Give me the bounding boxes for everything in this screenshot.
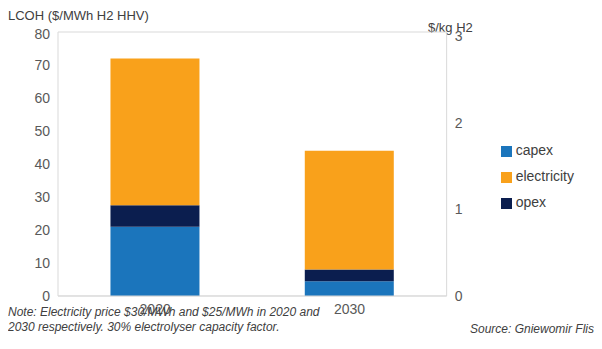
svg-text:70: 70 <box>34 57 50 73</box>
svg-text:0: 0 <box>42 288 50 304</box>
svg-text:3: 3 <box>455 28 463 44</box>
svg-text:10: 10 <box>34 255 50 271</box>
svg-text:0: 0 <box>455 288 463 304</box>
svg-text:60: 60 <box>34 90 50 106</box>
svg-text:2: 2 <box>455 115 463 131</box>
svg-text:40: 40 <box>34 156 50 172</box>
svg-text:30: 30 <box>34 189 50 205</box>
svg-text:1: 1 <box>455 201 463 217</box>
svg-text:50: 50 <box>34 123 50 139</box>
svg-text:20: 20 <box>34 222 50 238</box>
svg-text:2030: 2030 <box>334 301 365 317</box>
svg-text:80: 80 <box>34 26 50 42</box>
